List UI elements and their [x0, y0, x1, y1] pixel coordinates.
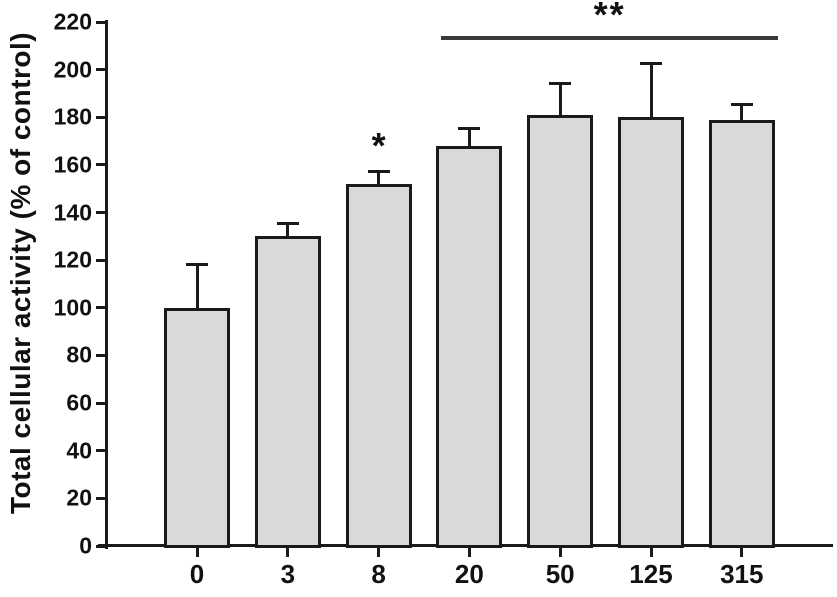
y-tick	[96, 115, 105, 119]
y-tick-label: 220	[53, 8, 92, 35]
y-tick	[96, 258, 105, 262]
error-bar-stem	[649, 62, 653, 122]
y-tick	[96, 449, 105, 453]
x-tick	[649, 547, 653, 557]
y-tick-label: 40	[66, 437, 92, 464]
y-tick-label: 80	[66, 341, 92, 368]
y-tick	[96, 353, 105, 357]
bar	[618, 117, 684, 548]
y-tick	[96, 306, 105, 310]
y-tick	[96, 163, 105, 167]
x-tick	[740, 547, 744, 557]
x-tick	[377, 547, 381, 557]
error-bar-cap	[186, 262, 208, 266]
y-tick-label: 120	[53, 246, 92, 273]
error-bar-stem	[740, 102, 744, 124]
bar	[254, 236, 321, 548]
y-tick-label: 100	[53, 294, 92, 321]
x-tick-label: 8	[371, 559, 386, 589]
y-tick	[96, 211, 105, 215]
bar	[436, 145, 503, 548]
y-tick	[96, 401, 105, 405]
y-tick	[96, 496, 105, 500]
y-tick	[96, 68, 105, 72]
error-bar-cap	[276, 222, 299, 226]
y-tick-label: 20	[66, 484, 92, 511]
y-tick-label: 180	[53, 103, 92, 130]
y-tick-label: 60	[66, 389, 92, 416]
error-bar-cap	[549, 81, 572, 85]
y-tick-label: 140	[53, 199, 92, 226]
error-bar-stem	[195, 262, 199, 312]
bar	[164, 307, 230, 548]
y-tick	[96, 20, 105, 24]
significance-bracket-line	[441, 36, 778, 40]
bar	[527, 114, 594, 548]
x-tick-label: 3	[280, 559, 296, 589]
significance-bracket-label: **	[593, 0, 626, 35]
x-tick-label: 125	[629, 559, 673, 589]
bar	[708, 119, 775, 548]
y-axis-line	[105, 20, 108, 549]
error-bar-cap	[730, 102, 753, 106]
x-tick-label: 0	[189, 559, 205, 589]
error-bar-cap	[640, 62, 662, 66]
x-tick-label: 20	[454, 559, 484, 589]
y-tick-label: 0	[79, 532, 92, 559]
y-tick-label: 160	[53, 151, 92, 178]
significance-star: *	[371, 124, 386, 166]
error-bar-stem	[467, 126, 471, 150]
bar	[345, 183, 412, 548]
x-tick	[195, 547, 199, 557]
y-tick	[96, 544, 105, 548]
x-tick	[467, 547, 471, 557]
error-bar-stem	[558, 81, 562, 119]
error-bar-cap	[458, 126, 481, 130]
y-tick-label: 200	[53, 56, 92, 83]
error-bar-stem	[286, 222, 290, 241]
x-tick-label: 50	[545, 559, 575, 589]
x-tick-label: 315	[720, 559, 764, 589]
error-bar-cap	[367, 169, 390, 173]
x-tick	[286, 547, 290, 557]
x-tick	[558, 547, 562, 557]
error-bar-stem	[377, 169, 381, 188]
